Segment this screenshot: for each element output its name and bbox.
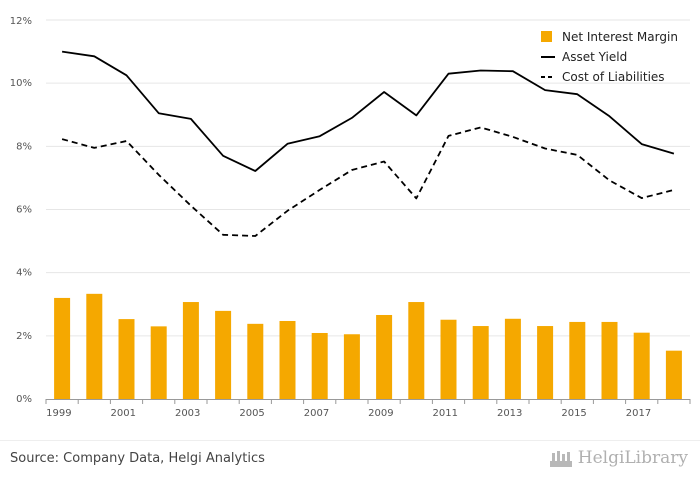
bar <box>472 326 489 399</box>
bar <box>311 332 328 399</box>
legend-item: Net Interest Margin <box>541 30 678 44</box>
bar-series-net-interest-margin <box>54 293 682 399</box>
bar <box>633 332 650 399</box>
bar <box>54 297 71 399</box>
bar <box>440 319 457 399</box>
bar <box>118 319 135 399</box>
x-tick-label: 2013 <box>497 408 522 419</box>
x-tick-label: 2001 <box>111 408 136 419</box>
y-tick-label: 4% <box>16 268 32 279</box>
x-tick-label: 2007 <box>304 408 329 419</box>
bar <box>215 310 232 399</box>
bar <box>601 321 618 399</box>
x-tick-label: 2003 <box>175 408 200 419</box>
bar <box>665 350 682 399</box>
x-tick-label: 2015 <box>561 408 586 419</box>
footer: Source: Company Data, Helgi Analytics He… <box>0 440 700 484</box>
x-tick-label: 2011 <box>433 408 458 419</box>
legend-label: Asset Yield <box>562 50 627 64</box>
bar <box>537 326 554 399</box>
logo-text: HelgiLibrary <box>577 448 688 468</box>
chart: 0% 2% 4% 6% 8% 10% 12% 1999 2001 2003 2005 2007 200… <box>10 16 691 419</box>
y-tick-label: 6% <box>16 205 32 216</box>
bar <box>150 326 167 399</box>
y-tick-label: 0% <box>16 394 32 405</box>
legend-item: Asset Yield <box>541 50 627 64</box>
bar <box>247 323 264 399</box>
bar <box>86 293 103 399</box>
source-note: Source: Company Data, Helgi Analytics <box>10 451 265 466</box>
y-tick-label: 2% <box>16 331 32 342</box>
x-tick-label: 2009 <box>368 408 393 419</box>
legend-label: Net Interest Margin <box>562 30 678 44</box>
y-tick-label: 10% <box>10 78 32 89</box>
legend-item: Cost of Liabilities <box>541 70 665 84</box>
line-cost-of-liabilities <box>61 126 675 237</box>
x-tick-label: 2017 <box>626 408 651 419</box>
x-axis-ticks: 1999 2001 2003 2005 2007 2009 2011 2013 2015 2017 <box>45 399 691 419</box>
y-axis-ticks: 0% 2% 4% 6% 8% 10% 12% <box>10 16 32 405</box>
legend: Net Interest Margin Asset Yield Cost of Li… <box>541 30 678 84</box>
library-building-icon <box>549 451 572 467</box>
legend-label: Cost of Liabilities <box>562 70 665 84</box>
line-series <box>61 50 675 237</box>
x-tick-label: 1999 <box>46 408 71 419</box>
bar <box>343 334 360 399</box>
bar <box>504 318 521 399</box>
y-tick-label: 8% <box>16 141 32 152</box>
bar <box>408 302 425 399</box>
bar <box>569 321 586 399</box>
helgi-library-logo[interactable]: HelgiLibrary <box>548 447 688 469</box>
x-tick-label: 2005 <box>239 408 264 419</box>
legend-swatch-bar <box>541 31 552 42</box>
y-tick-label: 12% <box>10 16 32 27</box>
bar <box>182 302 199 399</box>
line-asset-yield <box>61 50 675 172</box>
gridlines <box>46 19 690 400</box>
bar <box>376 314 393 399</box>
bar <box>279 320 296 399</box>
